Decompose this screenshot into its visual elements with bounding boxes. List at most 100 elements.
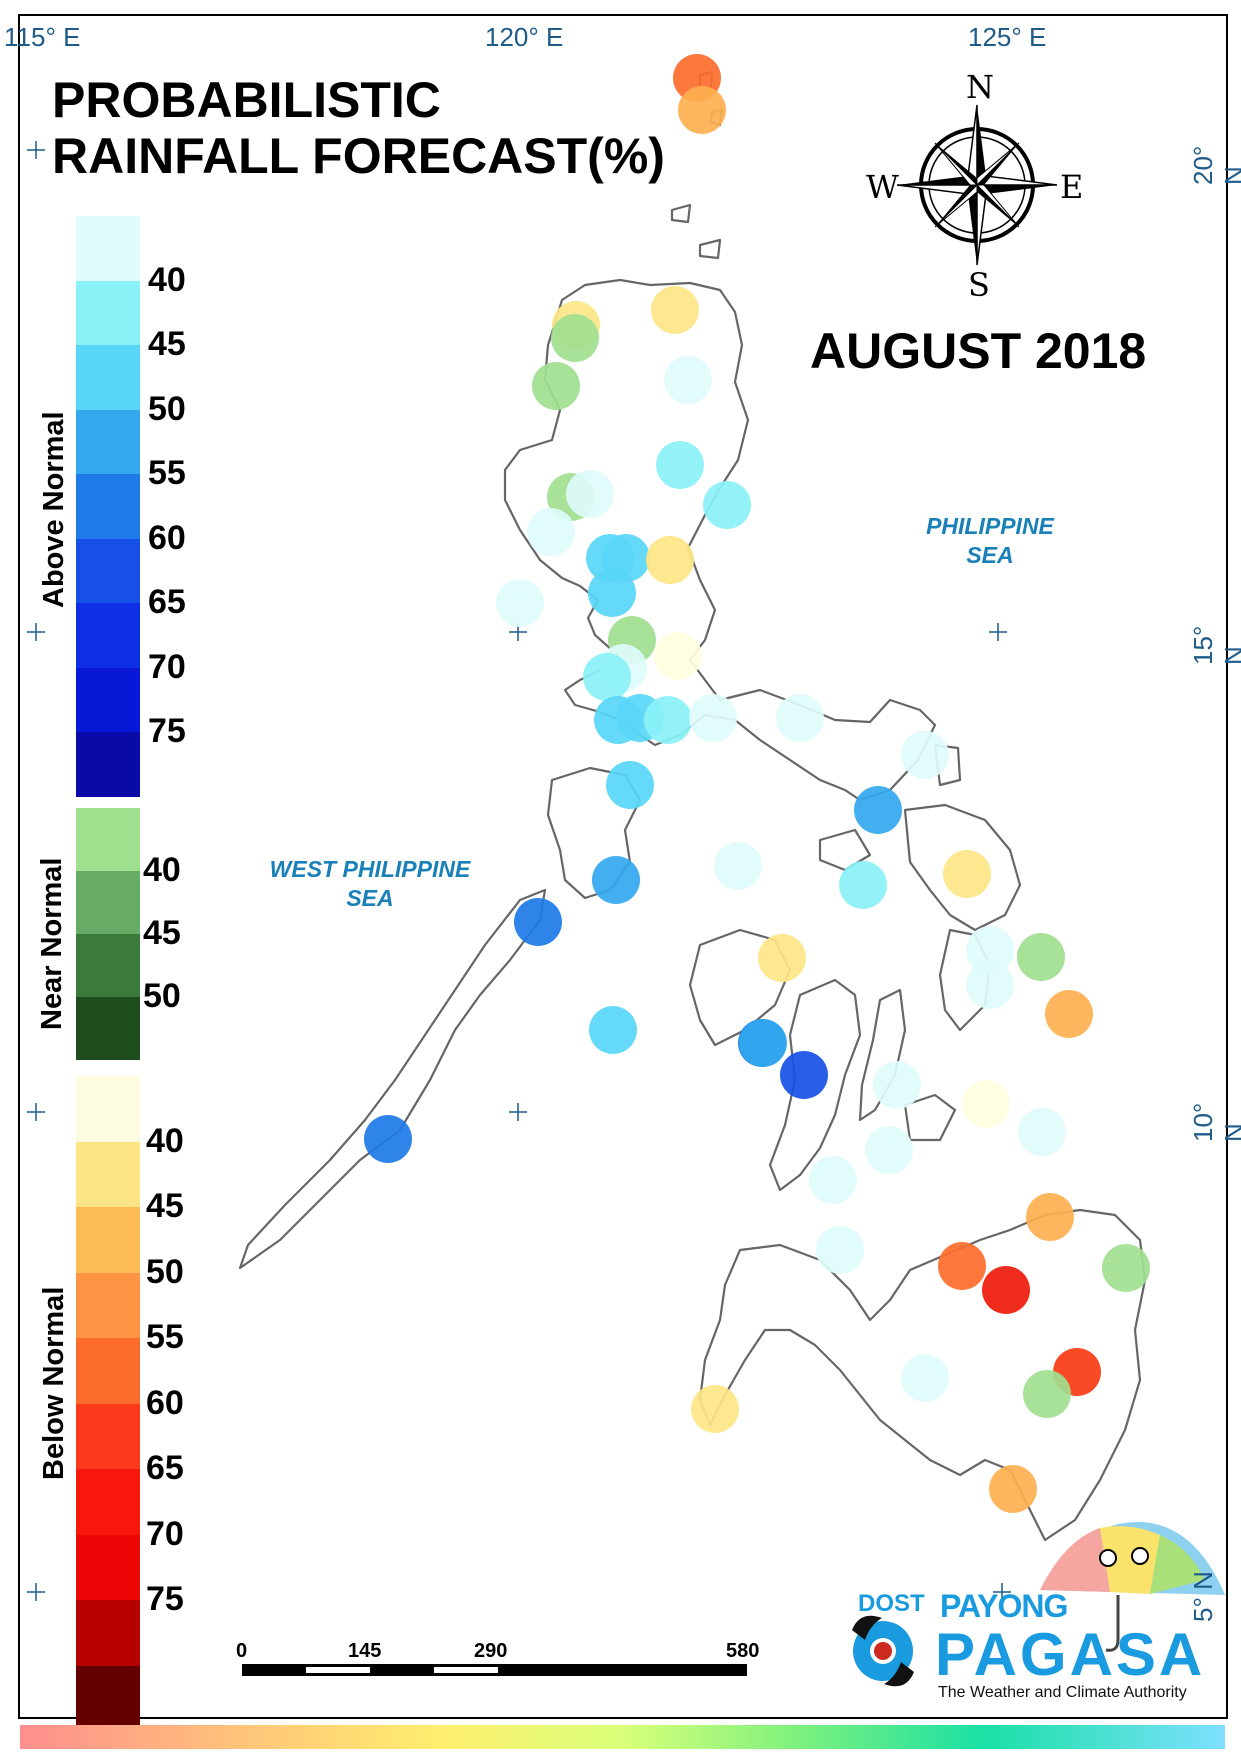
below-normal-swatch bbox=[76, 1534, 140, 1600]
pagasa-label: PAGASA bbox=[935, 1621, 1206, 1688]
near-normal-color-bar bbox=[76, 808, 140, 1060]
below-normal-value: 70 bbox=[146, 1514, 184, 1553]
above-normal-value: 45 bbox=[148, 325, 186, 363]
station-marker-near-normal bbox=[1017, 933, 1065, 981]
station-marker-near-normal bbox=[1102, 1244, 1150, 1292]
below-normal-swatch bbox=[76, 1600, 140, 1666]
station-marker-above-normal bbox=[780, 1051, 828, 1099]
sea-label-east-1: PHILIPPINE bbox=[926, 513, 1054, 539]
payong-label: PAYONG bbox=[940, 1588, 1068, 1624]
footer-gradient-bar bbox=[20, 1725, 1225, 1749]
station-marker-near-normal bbox=[532, 362, 580, 410]
below-normal-value: 50 bbox=[146, 1252, 184, 1291]
lon-label-125: 125° E bbox=[968, 22, 1047, 52]
above-normal-value: 70 bbox=[148, 647, 186, 686]
forecast-stations bbox=[364, 54, 1150, 1513]
below-normal-swatch bbox=[76, 1403, 140, 1469]
above-normal-swatch bbox=[76, 216, 140, 281]
station-marker-below-normal bbox=[646, 536, 694, 584]
babuyan-outline bbox=[670, 203, 722, 260]
station-marker-above-normal bbox=[776, 694, 824, 742]
station-marker-below-normal bbox=[938, 1242, 986, 1290]
station-marker-above-normal bbox=[364, 1115, 412, 1163]
near-normal-swatch bbox=[76, 808, 140, 871]
lat-label-20: 20° N bbox=[1188, 145, 1241, 185]
compass-s: S bbox=[968, 266, 990, 304]
title-line-1: PROBABILISTIC bbox=[52, 72, 441, 128]
station-marker-above-normal bbox=[566, 470, 614, 518]
below-normal-swatch bbox=[76, 1338, 140, 1404]
station-marker-near-normal bbox=[551, 314, 599, 362]
above-normal-swatch bbox=[76, 732, 140, 797]
palawan-outline bbox=[238, 888, 547, 1270]
station-marker-above-normal bbox=[588, 569, 636, 617]
station-marker-above-normal bbox=[865, 1126, 913, 1174]
scale-tick-0: 0 bbox=[236, 1640, 248, 1662]
station-marker-above-normal bbox=[527, 508, 575, 556]
compass-n: N bbox=[966, 68, 994, 106]
scale-tick-580: 580 bbox=[726, 1640, 760, 1662]
station-marker-above-normal bbox=[589, 1006, 637, 1054]
sea-label-west-2: SEA bbox=[346, 885, 394, 911]
above-normal-swatch bbox=[76, 474, 140, 539]
station-marker-above-normal bbox=[583, 653, 631, 701]
below-normal-value: 65 bbox=[146, 1449, 184, 1487]
below-normal-swatch bbox=[76, 1207, 140, 1273]
scale-tick-145: 145 bbox=[348, 1640, 382, 1662]
below-normal-label: Below Normal bbox=[38, 1286, 70, 1480]
station-marker-above-normal bbox=[1018, 1108, 1066, 1156]
station-marker-above-normal bbox=[664, 356, 712, 404]
below-normal-swatch bbox=[76, 1076, 140, 1142]
station-marker-above-normal bbox=[966, 926, 1014, 974]
station-marker-above-normal bbox=[809, 1156, 857, 1204]
station-marker-below-normal bbox=[758, 934, 806, 982]
near-normal-swatch bbox=[76, 934, 140, 997]
station-marker-above-normal bbox=[901, 1354, 949, 1402]
below-normal-value: 55 bbox=[146, 1318, 184, 1356]
sea-label-east-2: SEA bbox=[966, 542, 1014, 568]
lat-label-10: 10° N bbox=[1188, 1102, 1241, 1142]
west-philippine-sea-label: WEST PHILIPPINE SEA bbox=[255, 855, 485, 913]
station-marker-below-normal bbox=[1026, 1193, 1074, 1241]
below-normal-swatch bbox=[76, 1665, 140, 1731]
near-normal-value: 45 bbox=[143, 914, 181, 952]
station-marker-above-normal bbox=[966, 961, 1014, 1009]
samar-outline bbox=[903, 803, 1022, 932]
station-marker-above-normal bbox=[606, 761, 654, 809]
station-marker-below-normal bbox=[651, 286, 699, 334]
mindanao-outline bbox=[698, 1208, 1147, 1542]
station-marker-above-normal bbox=[816, 1226, 864, 1274]
compass-e: E bbox=[1060, 168, 1084, 206]
station-marker-above-normal bbox=[714, 842, 762, 890]
forecast-period: AUGUST 2018 bbox=[810, 323, 1147, 379]
below-normal-value: 40 bbox=[146, 1121, 184, 1160]
map-title: PROBABILISTIC RAINFALL FORECAST(%) bbox=[52, 72, 665, 184]
station-marker-above-normal bbox=[854, 786, 902, 834]
below-normal-value: 60 bbox=[146, 1383, 184, 1422]
above-normal-swatch bbox=[76, 280, 140, 345]
station-marker-below-normal bbox=[989, 1465, 1037, 1513]
station-marker-above-normal bbox=[703, 481, 751, 529]
near-normal-swatch bbox=[76, 997, 140, 1060]
above-normal-swatch bbox=[76, 345, 140, 410]
lon-label-115: 115° E bbox=[4, 22, 81, 52]
luzon-outline bbox=[503, 278, 937, 802]
above-normal-color-bar bbox=[76, 216, 140, 797]
above-normal-swatch bbox=[76, 409, 140, 474]
near-normal-value: 40 bbox=[143, 851, 181, 889]
station-marker-below-normal bbox=[678, 86, 726, 134]
above-normal-value: 60 bbox=[148, 518, 186, 557]
dost-label: DOST bbox=[858, 1590, 925, 1617]
station-marker-above-normal bbox=[592, 856, 640, 904]
station-marker-above-normal bbox=[644, 696, 692, 744]
title-line-2: RAINFALL FORECAST(%) bbox=[52, 128, 665, 184]
above-normal-value: 55 bbox=[148, 454, 186, 492]
station-marker-above-normal bbox=[873, 1061, 921, 1109]
land-outlines bbox=[238, 70, 1147, 1542]
below-normal-swatch bbox=[76, 1272, 140, 1338]
compass-w: W bbox=[866, 168, 899, 206]
below-normal-swatch bbox=[76, 1469, 140, 1535]
station-marker-above-normal bbox=[689, 694, 737, 742]
panay-outline bbox=[688, 928, 792, 1047]
above-normal-value: 65 bbox=[148, 583, 186, 621]
